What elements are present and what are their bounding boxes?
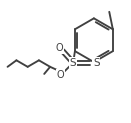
Text: S: S	[93, 58, 100, 68]
Text: O: O	[55, 44, 63, 54]
Text: S: S	[70, 58, 77, 68]
Text: O: O	[57, 70, 64, 80]
